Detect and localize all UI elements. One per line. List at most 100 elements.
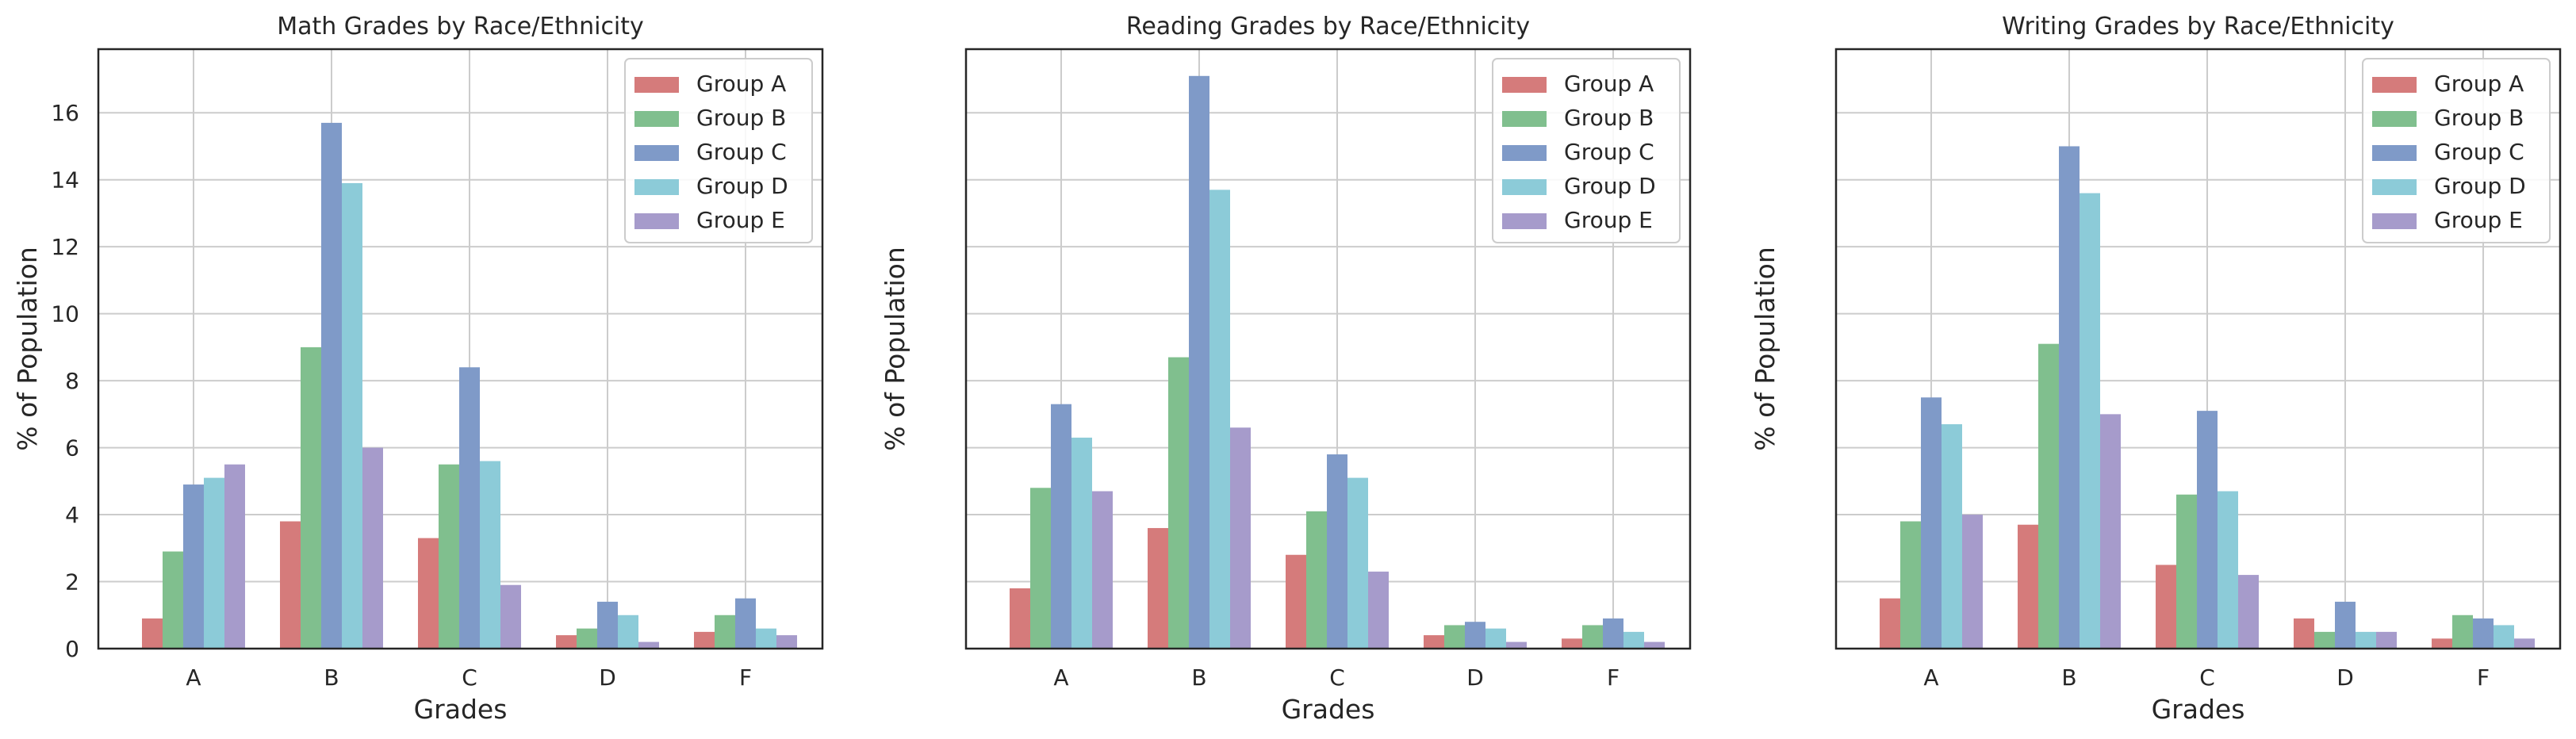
bar-group-d-a — [204, 477, 224, 649]
x-tick-label: F — [1607, 664, 1620, 691]
bar-group-c-f — [1603, 618, 1623, 649]
bar-group-a-a — [1880, 598, 1900, 649]
bar-group-e-c — [500, 584, 521, 649]
x-axis-label: Grades — [414, 694, 508, 725]
legend-swatch — [2372, 179, 2417, 195]
bar-group-e-a — [1962, 515, 1983, 649]
legend-swatch — [634, 111, 679, 127]
bar-group-d-c — [2218, 491, 2238, 649]
bar-group-b-d — [577, 628, 597, 649]
bar-group-c-f — [735, 598, 756, 649]
x-tick-label: D — [2336, 664, 2354, 691]
bar-group-b-f — [1582, 625, 1603, 649]
x-tick-label: A — [186, 664, 201, 691]
bar-group-a-b — [2018, 524, 2038, 649]
legend-box — [624, 58, 813, 243]
x-tick-label: C — [462, 664, 477, 691]
legend-label: Group C — [2434, 139, 2524, 165]
legend-swatch — [1502, 77, 1547, 93]
x-tick-label: F — [2477, 664, 2490, 691]
bar-group-d-b — [2080, 193, 2100, 649]
bar-group-c-f — [2473, 618, 2494, 649]
x-axis-label: Grades — [2152, 694, 2245, 725]
bar-group-d-b — [342, 182, 362, 649]
legend-label: Group C — [696, 139, 787, 165]
bar-group-e-f — [776, 635, 797, 649]
y-tick-label: 6 — [65, 435, 79, 461]
x-tick-label: B — [1191, 664, 1206, 691]
legend-label: Group D — [1564, 173, 1656, 199]
bar-group-b-c — [439, 464, 459, 649]
bar-group-e-b — [1230, 427, 1251, 649]
legend-label: Group E — [696, 207, 785, 233]
legend-swatch — [634, 77, 679, 93]
x-axis-label: Grades — [1282, 694, 1375, 725]
legend: Group A Group B Group C Group D Group E — [2362, 58, 2551, 243]
bar-group-b-a — [1030, 488, 1051, 649]
legend: Group A Group B Group C Group D Group E — [1492, 58, 1681, 243]
legend-label: Group E — [2434, 207, 2523, 233]
legend-swatch — [1502, 213, 1547, 229]
x-tick-label: D — [599, 664, 616, 691]
bar-group-a-d — [2294, 618, 2314, 649]
bar-group-b-d — [2314, 631, 2335, 649]
bar-group-a-c — [418, 538, 439, 649]
bar-group-a-b — [1148, 527, 1168, 649]
y-tick-label: 4 — [65, 502, 79, 528]
bar-group-b-b — [1168, 357, 1189, 649]
bar-group-a-f — [2432, 638, 2452, 649]
legend-label: Group E — [1564, 207, 1653, 233]
bar-group-e-d — [1506, 641, 1527, 649]
y-axis-label: % of Population — [880, 247, 910, 451]
bar-group-a-b — [280, 521, 301, 649]
legend-swatch — [1502, 145, 1547, 161]
legend-swatch — [2372, 111, 2417, 127]
bar-group-a-f — [1562, 638, 1582, 649]
bar-group-c-a — [1921, 397, 1942, 649]
bar-group-c-d — [2335, 601, 2356, 649]
y-axis-label: % of Population — [1750, 247, 1781, 451]
bar-group-d-f — [756, 628, 776, 649]
chart-title: Writing Grades by Race/Ethnicity — [2002, 13, 2394, 40]
bar-group-b-a — [163, 551, 183, 649]
bar-group-a-c — [2156, 565, 2176, 649]
y-tick-label: 14 — [51, 167, 79, 193]
bar-group-e-b — [2100, 414, 2121, 649]
legend-label: Group B — [696, 105, 786, 131]
bar-group-d-f — [2494, 625, 2514, 649]
y-tick-label: 10 — [51, 301, 79, 327]
bar-group-a-d — [1424, 635, 1444, 649]
legend-swatch — [1502, 179, 1547, 195]
bar-group-d-b — [1209, 190, 1230, 649]
bar-group-a-c — [1286, 554, 1306, 649]
x-tick-label: F — [739, 664, 752, 691]
bar-group-e-d — [638, 641, 659, 649]
legend-label: Group A — [1564, 71, 1654, 97]
legend-swatch — [2372, 77, 2417, 93]
chart-panel-1: A B C D F Reading Grades by Race/Ethnicity Gra… — [880, 13, 1692, 725]
bar-group-c-c — [459, 367, 480, 649]
bar-group-d-d — [1485, 628, 1506, 649]
x-tick-label: D — [1466, 664, 1484, 691]
plot-frame — [964, 48, 1692, 650]
legend-box — [1492, 58, 1681, 243]
bar-group-d-a — [1071, 437, 1092, 649]
x-tick-label: B — [324, 664, 339, 691]
legend-label: Group D — [2434, 173, 2526, 199]
bar-group-d-a — [1942, 424, 1962, 649]
legend-swatch — [1502, 111, 1547, 127]
legend-label: Group A — [696, 71, 786, 97]
x-tick-label: C — [1329, 664, 1345, 691]
plot-frame — [1834, 48, 2562, 650]
bar-group-c-a — [1051, 404, 1071, 649]
legend-label: Group B — [1564, 105, 1654, 131]
legend-swatch — [2372, 213, 2417, 229]
bar-group-b-f — [715, 615, 735, 649]
bar-group-e-c — [1368, 571, 1389, 649]
bar-group-b-f — [2452, 615, 2473, 649]
x-tick-label: C — [2199, 664, 2215, 691]
y-tick-label: 0 — [65, 636, 79, 662]
y-axis-label: % of Population — [12, 247, 43, 451]
bar-group-d-c — [480, 461, 500, 649]
